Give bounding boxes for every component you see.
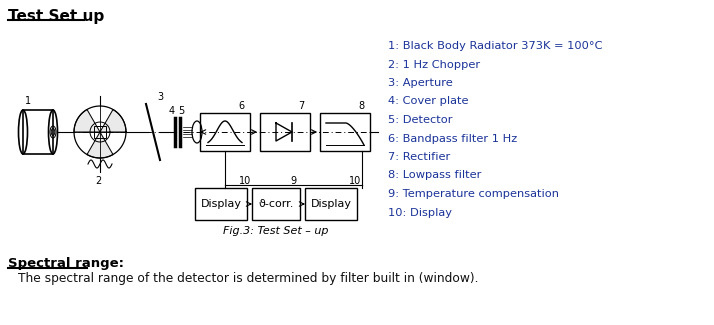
- Text: 5: 5: [178, 106, 184, 116]
- Polygon shape: [74, 110, 100, 132]
- Text: 10: 10: [349, 176, 361, 186]
- Text: Fig.3: Test Set – up: Fig.3: Test Set – up: [223, 226, 328, 236]
- Text: 2: 2: [95, 176, 101, 186]
- Polygon shape: [100, 110, 126, 132]
- Text: Test Set up: Test Set up: [8, 9, 104, 24]
- Text: 7: 7: [298, 101, 304, 111]
- Text: 7: Rectifier: 7: Rectifier: [388, 152, 451, 162]
- Text: 1: 1: [25, 96, 31, 106]
- Text: 4: 4: [169, 106, 175, 116]
- Bar: [23, 110, 53, 154]
- Text: 5: Detector: 5: Detector: [388, 115, 453, 125]
- Text: 8: Lowpass filter: 8: Lowpass filter: [388, 171, 481, 180]
- Text: 9: 9: [290, 176, 296, 186]
- Text: 9: Temperature compensation: 9: Temperature compensation: [388, 189, 559, 199]
- Bar: [94, 126, 106, 138]
- Text: The spectral range of the detector is determined by filter built in (window).: The spectral range of the detector is de…: [18, 272, 478, 285]
- Bar: [260, 113, 310, 151]
- Text: 6: 6: [238, 101, 244, 111]
- Text: 8: 8: [358, 101, 364, 111]
- Bar: [200, 113, 250, 151]
- Text: 10: Display: 10: Display: [388, 207, 452, 217]
- Text: 3: 3: [157, 92, 163, 102]
- Text: 10: 10: [239, 176, 251, 186]
- Text: Display: Display: [201, 199, 241, 209]
- Text: 4: Cover plate: 4: Cover plate: [388, 97, 468, 107]
- Text: 2: 1 Hz Chopper: 2: 1 Hz Chopper: [388, 59, 480, 70]
- Bar: [195, 188, 247, 220]
- Polygon shape: [87, 132, 113, 158]
- Text: 6: Bandpass filter 1 Hz: 6: Bandpass filter 1 Hz: [388, 134, 517, 144]
- Bar: [305, 188, 357, 220]
- Text: Spectral range:: Spectral range:: [8, 257, 124, 270]
- Text: 3: Aperture: 3: Aperture: [388, 78, 453, 88]
- Text: ϑ-corr.: ϑ-corr.: [258, 199, 293, 209]
- Text: 1: Black Body Radiator 373K = 100°C: 1: Black Body Radiator 373K = 100°C: [388, 41, 603, 51]
- Bar: [252, 188, 300, 220]
- Text: Display: Display: [311, 199, 351, 209]
- Bar: [320, 113, 370, 151]
